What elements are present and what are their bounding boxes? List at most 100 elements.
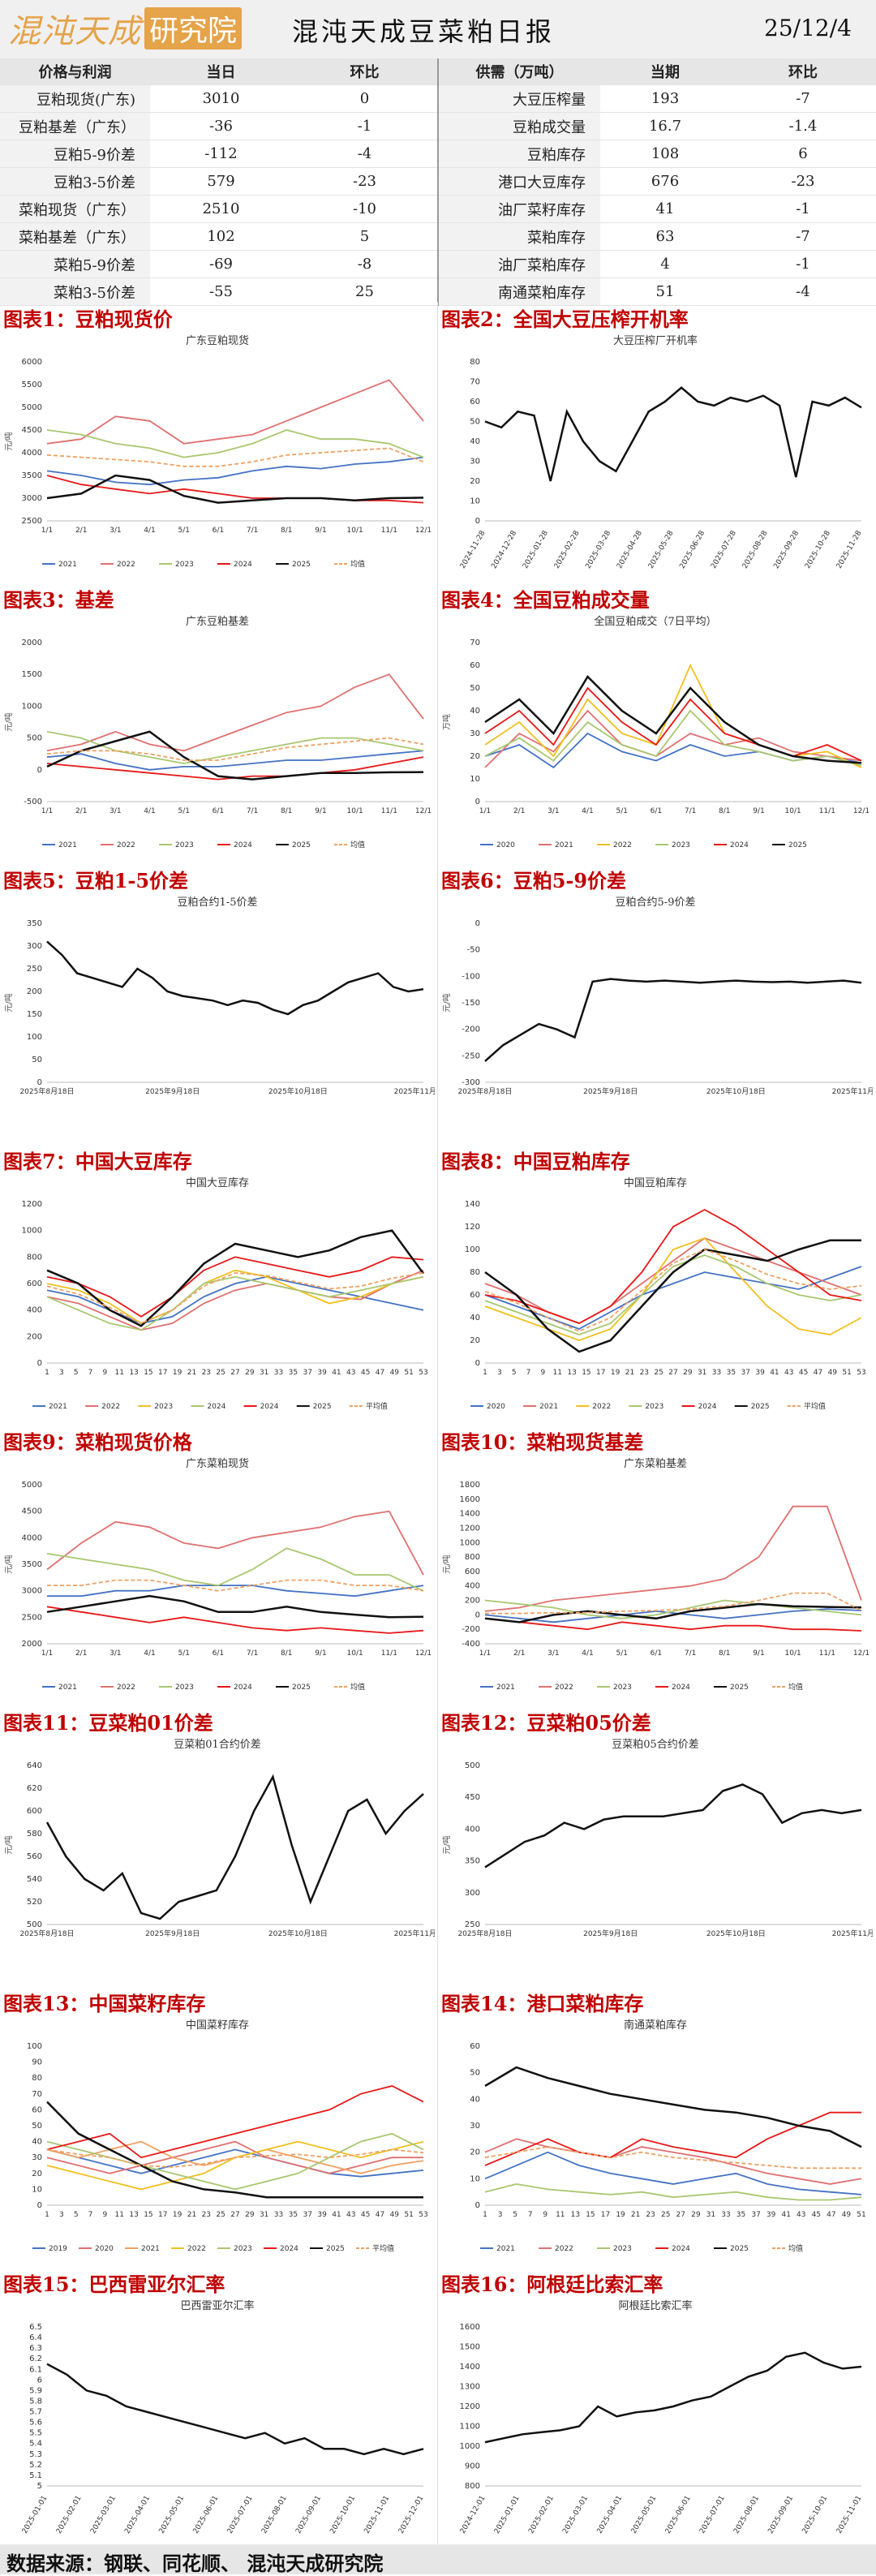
x-tick-label: 11/1 — [381, 1649, 397, 1658]
legend-label: 2022 — [555, 1684, 573, 1692]
y-tick-label: 900 — [465, 2462, 480, 2471]
legend-label: 2024 — [730, 841, 749, 849]
x-tick-label: 6/1 — [213, 527, 224, 535]
y-tick-label: -200 — [462, 1625, 480, 1634]
table-cell: 5 — [292, 222, 438, 251]
y-tick-label: 1300 — [460, 2383, 480, 2392]
y-tick-label: 0 — [475, 1359, 480, 1368]
x-tick-label: 7 — [526, 1369, 531, 1377]
table-cell: -1 — [730, 195, 876, 223]
x-tick-label: 49 — [390, 1369, 400, 1377]
x-tick-label: 33 — [721, 2211, 730, 2219]
x-tick-label: 9/1 — [315, 807, 326, 815]
table-cell: 579 — [150, 167, 292, 196]
header-cell: 当日 — [150, 58, 292, 85]
y-tick-label: 350 — [27, 919, 42, 928]
table-row: 菜粕基差（广东） 102 5 菜粕库存 63 -7 — [0, 222, 876, 251]
table-row: 豆粕现货(广东) 3010 0 大豆压榨量 193 -7 — [0, 84, 876, 113]
legend-label: 2023 — [613, 2245, 632, 2253]
y-tick-label: 5.3 — [29, 2450, 42, 2459]
x-tick-label: 5 — [512, 1369, 517, 1377]
y-tick-label: 10 — [32, 2185, 42, 2194]
x-tick-label: 27 — [668, 1369, 677, 1377]
legend-label: 平均值 — [366, 1401, 388, 1411]
x-tick-label: 12/1 — [415, 527, 432, 535]
y-tick-label: 540 — [27, 1875, 42, 1884]
y-tick-label: 2000 — [22, 639, 42, 647]
x-tick-label: 10/1 — [347, 527, 363, 535]
series-line-5 — [46, 737, 424, 761]
x-tick-label: 13 — [567, 1369, 576, 1377]
chart-panel-c16: 图表16：阿根廷比索汇率 阿根廷比索汇率 800 900 1000 1100 1200 130… — [438, 2267, 876, 2548]
y-tick-label: 30 — [470, 458, 480, 467]
legend-label: 2025 — [292, 841, 311, 849]
x-tick-label: 31 — [260, 1369, 268, 1377]
y-tick-label: 450 — [465, 1793, 480, 1802]
y-tick-label: 20 — [470, 2148, 480, 2157]
table-row: 菜粕现货（广东） 2510 -10 油厂菜籽库存 41 -1 — [0, 195, 876, 223]
legend-label: 2025 — [788, 841, 807, 849]
legend-label: 2023 — [234, 2245, 252, 2253]
legend-label: 2022 — [592, 1403, 611, 1411]
panel-divider — [437, 1705, 438, 1986]
table-cell: 南通菜粕库存 — [437, 277, 600, 306]
x-tick-label: 13 — [571, 2211, 580, 2219]
table-cell: 3010 — [150, 84, 292, 113]
series-line-6 — [484, 1249, 862, 1332]
y-axis-label: 元/吨 — [3, 432, 14, 450]
x-tick-label: 4/1 — [582, 807, 593, 815]
chart-panel-title: 图表9：菜粕现货价格 — [3, 1430, 192, 1454]
series-line-1 — [46, 379, 424, 445]
legend-label: 2024 — [672, 1684, 690, 1692]
y-tick-label: 30 — [470, 729, 480, 738]
x-tick-label: 31 — [260, 2211, 268, 2219]
y-tick-label: 580 — [27, 1830, 42, 1838]
legend-label: 2021 — [496, 2245, 515, 2253]
x-tick-label: 8/1 — [281, 1649, 292, 1658]
series-line-2 — [46, 730, 424, 764]
x-tick-label: 9 — [103, 1369, 108, 1377]
legend-label: 2023 — [154, 1403, 173, 1411]
y-tick-label: 40 — [470, 2095, 480, 2104]
x-tick-label: 5 — [513, 2211, 517, 2219]
table-cell: 油厂菜粕库存 — [437, 250, 600, 278]
x-tick-label: 2025年9月18日 — [145, 1929, 200, 1938]
x-tick-label: 15 — [586, 2211, 595, 2219]
chart-panel-title: 图表10：菜粕现货基差 — [441, 1430, 644, 1454]
chart-svg: 巴西雷亚尔汇率 5 5.15.2 5.35.4 5.55.6 5.7 5.8 5.96 6.1 6… — [21, 2299, 426, 2535]
y-tick-label: 1500 — [460, 2343, 480, 2352]
legend-label: 均值 — [788, 1682, 803, 1692]
y-tick-label: -50 — [467, 946, 480, 955]
chart-panel-c13: 图表13：中国菜籽库存 中国菜籽库存 0 10 20 30 40 50 60 70 80 90 100 1… — [0, 1986, 438, 2267]
x-tick-label: 2025-11-01 — [835, 2495, 864, 2535]
x-tick-label: 2025-03-01 — [89, 2495, 118, 2535]
y-tick-label: 500 — [27, 734, 42, 743]
panel-divider — [437, 1986, 438, 2267]
x-tick-label: 25 — [216, 2211, 225, 2219]
x-tick-label: 3/1 — [110, 527, 121, 535]
x-tick-label: 25 — [654, 1369, 663, 1377]
table-row: 豆粕5-9价差 -112 -4 豆粕库存 108 6 — [0, 140, 876, 168]
x-tick-label: 2025-12-01 — [397, 2495, 426, 2535]
chart-panel-c14: 图表14：港口菜粕库存 南通菜粕库存 0 10 20 30 40 50 60 1 3 5 7 9 11 13 1… — [438, 1986, 876, 2267]
table-cell: 大豆压榨量 — [437, 84, 600, 113]
x-tick-label: 5/1 — [178, 527, 189, 535]
table-cell: 41 — [600, 195, 730, 223]
x-tick-label: 47 — [376, 1369, 384, 1377]
x-tick-label: 2025-01-01 — [493, 2495, 522, 2535]
chart-title: 广东豆粕基差 — [186, 616, 249, 628]
y-tick-label: 1100 — [460, 2423, 480, 2432]
x-tick-label: 2025-05-01 — [630, 2495, 659, 2535]
y-tick-label: 60 — [470, 661, 480, 670]
y-tick-label: 350 — [465, 1857, 480, 1866]
chart-title: 南通菜粕库存 — [624, 2019, 687, 2032]
header-cell: 当期 — [600, 58, 730, 85]
y-tick-label: 120 — [465, 1223, 480, 1232]
y-tick-label: 5.7 — [29, 2408, 42, 2417]
x-tick-label: 3/1 — [110, 1649, 121, 1658]
x-tick-label: 2025年8月18日 — [457, 1929, 512, 1938]
header-cell: 供需（万吨） — [437, 58, 600, 85]
y-tick-label: 500 — [465, 1761, 480, 1770]
